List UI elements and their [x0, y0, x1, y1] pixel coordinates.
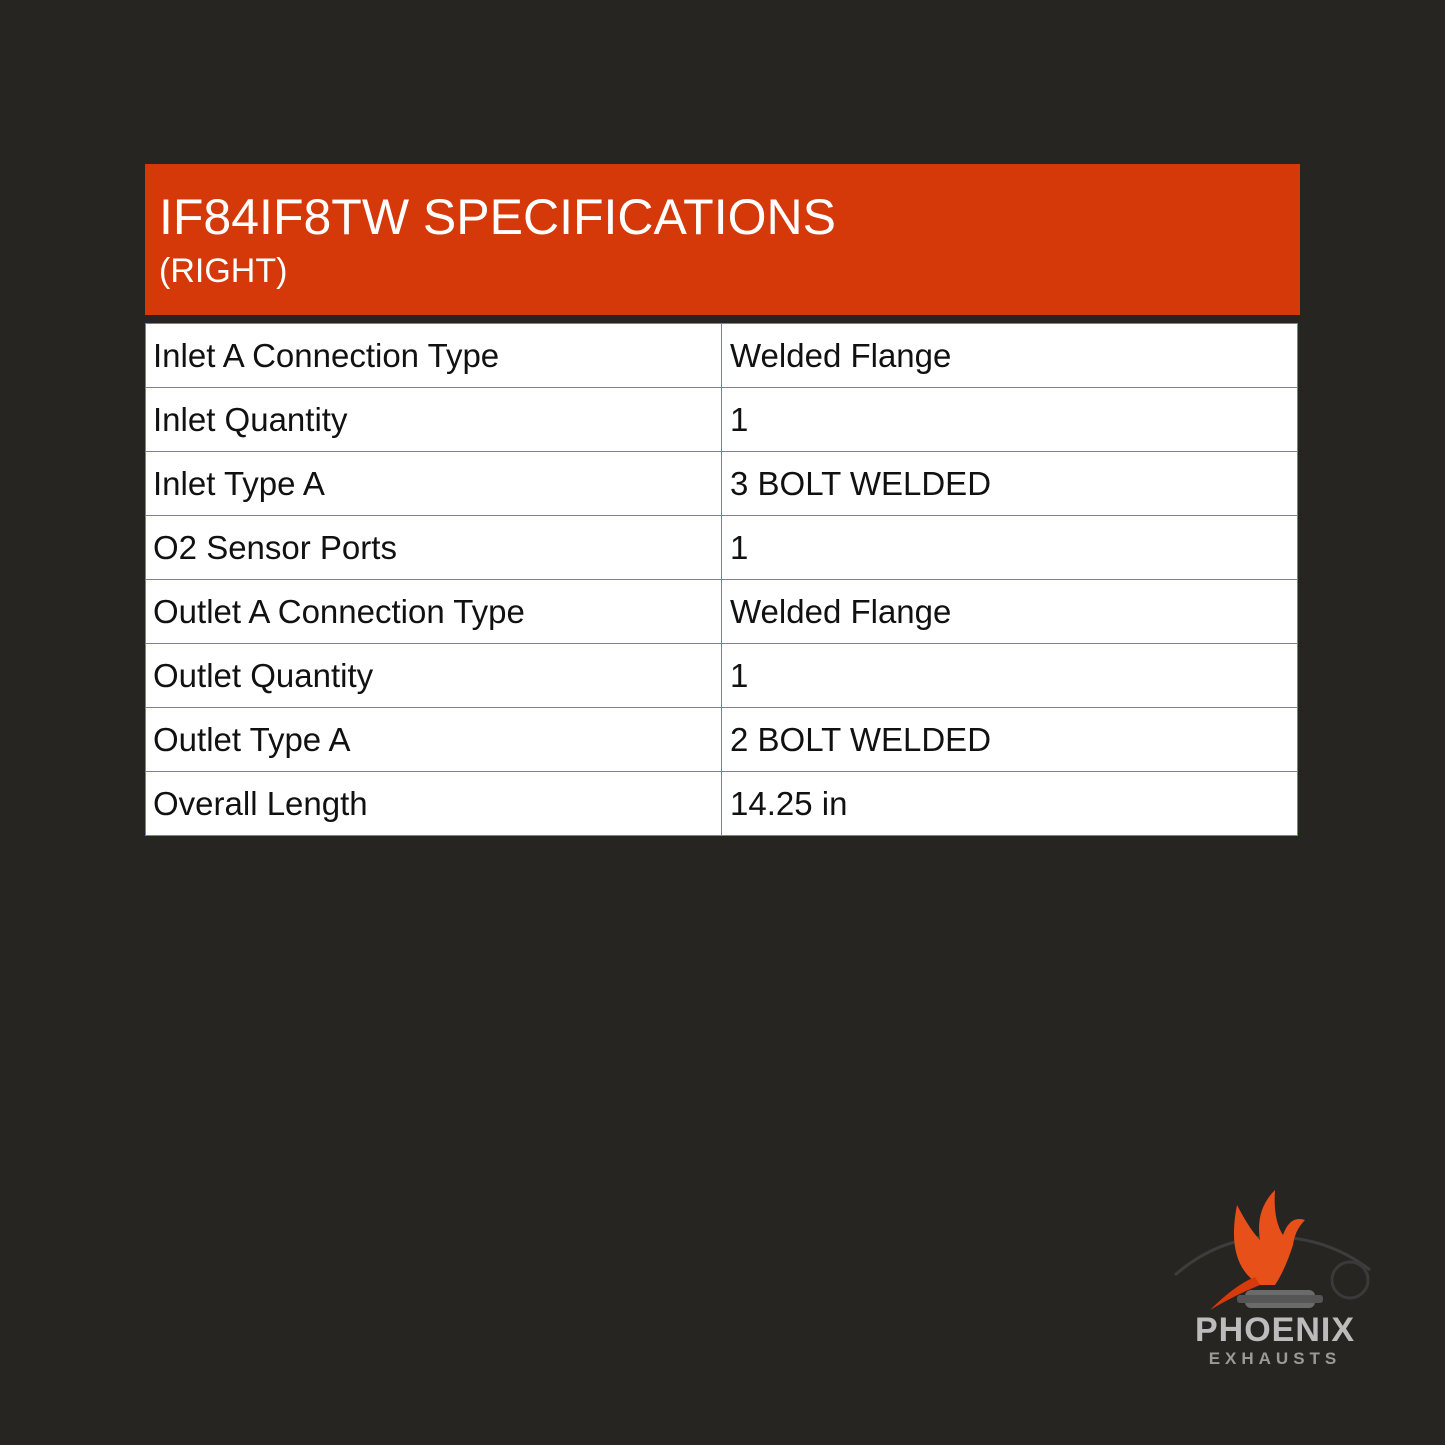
phoenix-bird-icon [1174, 1190, 1371, 1310]
table-row: Inlet A Connection Type Welded Flange [145, 323, 1298, 388]
spec-value: 1 [721, 515, 1298, 580]
spec-value: 2 BOLT WELDED [721, 707, 1298, 772]
spec-label: Outlet Type A [145, 707, 722, 772]
spec-value: 1 [721, 387, 1298, 452]
phoenix-exhausts-logo: PHOENIX EXHAUSTS [1165, 1185, 1385, 1370]
spec-label: Inlet A Connection Type [145, 323, 722, 388]
spec-label: Outlet Quantity [145, 643, 722, 708]
table-row: Inlet Quantity 1 [145, 387, 1298, 452]
spec-value: Welded Flange [721, 323, 1298, 388]
page-title: IF84IF8TW SPECIFICATIONS [159, 189, 836, 245]
table-row: Outlet A Connection Type Welded Flange [145, 579, 1298, 644]
table-row: Outlet Quantity 1 [145, 643, 1298, 708]
spec-value: Welded Flange [721, 579, 1298, 644]
page-subtitle: (RIGHT) [159, 252, 288, 290]
spec-label: Overall Length [145, 771, 722, 836]
logo-tagline: EXHAUSTS [1208, 1349, 1342, 1368]
spec-value: 3 BOLT WELDED [721, 451, 1298, 516]
logo-name: PHOENIX [1194, 1311, 1356, 1349]
table-row: Overall Length 14.25 in [145, 771, 1298, 836]
spec-value: 1 [721, 643, 1298, 708]
spec-header: IF84IF8TW SPECIFICATIONS (RIGHT) [145, 164, 1300, 315]
spec-label: Inlet Quantity [145, 387, 722, 452]
table-row: O2 Sensor Ports 1 [145, 515, 1298, 580]
spec-label: Outlet A Connection Type [145, 579, 722, 644]
spec-value: 14.25 in [721, 771, 1298, 836]
spec-label: O2 Sensor Ports [145, 515, 722, 580]
spec-label: Inlet Type A [145, 451, 722, 516]
spec-table: Inlet A Connection Type Welded Flange Inle… [145, 323, 1298, 836]
